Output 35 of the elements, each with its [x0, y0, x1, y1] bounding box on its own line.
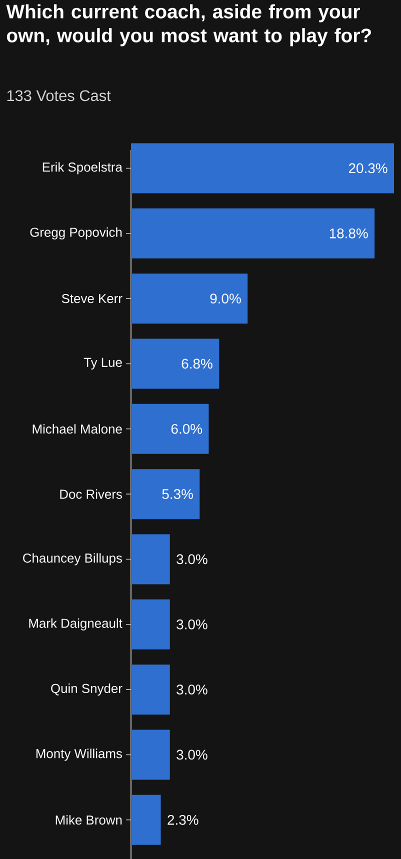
y-tick-label: Michael Malone — [32, 424, 122, 434]
chart-subtitle: 133 Votes Cast — [7, 90, 111, 102]
y-tick-label: Chauncey Billups — [23, 553, 122, 566]
bar — [131, 274, 248, 324]
data-label: 3.0% — [176, 619, 208, 630]
data-label: 20.3% — [348, 163, 388, 174]
y-tick-label: Doc Rivers — [60, 489, 122, 499]
y-tick-label: Monty Williams — [36, 748, 122, 761]
bar — [131, 534, 170, 584]
data-label: 9.0% — [210, 294, 241, 304]
bar — [131, 208, 375, 258]
bar — [131, 794, 161, 845]
data-label: 6.8% — [182, 358, 212, 369]
data-label: 3.0% — [176, 684, 208, 695]
y-tick-label: Steve Kerr — [62, 294, 122, 304]
bar — [131, 599, 170, 650]
bar — [131, 338, 220, 389]
data-label: 3.0% — [176, 554, 208, 564]
chart-title: Which current coach, aside from your own, would you most want to play for? — [6, 4, 371, 46]
bar — [131, 143, 394, 194]
y-tick-label: Quin Snyder — [51, 684, 122, 696]
y-tick-label: Mike Brown — [56, 815, 122, 825]
data-label: 5.3% — [162, 489, 193, 500]
y-tick-label: Mark Daigneault — [29, 618, 122, 630]
bar — [131, 469, 200, 520]
data-label: 18.8% — [330, 228, 368, 238]
y-tick-label: Gregg Popovich — [30, 227, 122, 240]
bar — [131, 664, 170, 715]
bar — [131, 404, 209, 454]
bar — [131, 730, 170, 780]
y-tick-label: Ty Lue — [84, 358, 122, 370]
data-label: 3.0% — [176, 750, 208, 760]
data-label: 6.0% — [171, 424, 202, 434]
y-tick-label: Erik Spoelstra — [42, 162, 122, 174]
data-label: 2.3% — [168, 814, 198, 825]
